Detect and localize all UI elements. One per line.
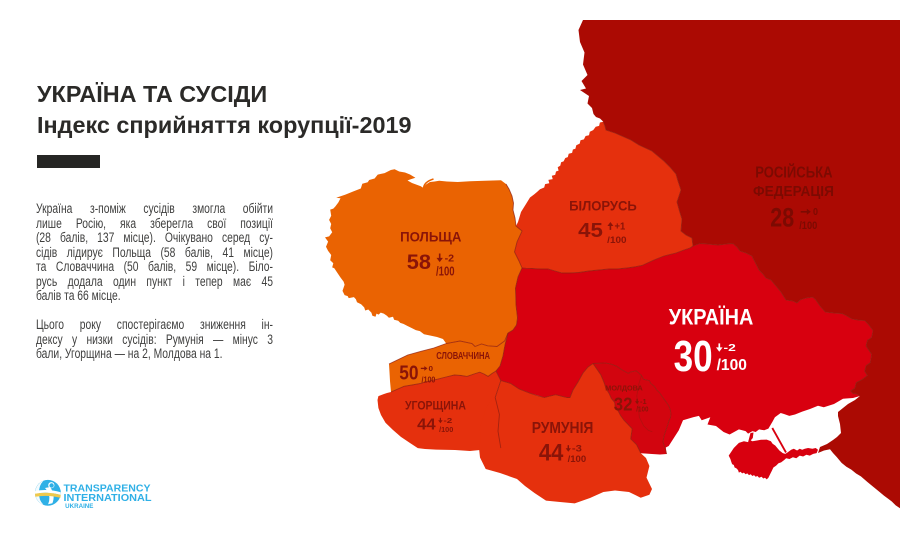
svg-text:28: 28 [770, 203, 794, 233]
svg-text:УГОРЩИНА: УГОРЩИНА [405, 398, 466, 412]
svg-text:+1: +1 [615, 222, 626, 233]
svg-text:45: 45 [578, 220, 603, 242]
svg-text:/100: /100 [636, 405, 648, 414]
svg-text:ФЕДЕРАЦІЯ: ФЕДЕРАЦІЯ [753, 184, 834, 200]
svg-text:58: 58 [407, 249, 431, 274]
svg-text:/100: /100 [607, 235, 626, 245]
svg-text:РОСІЙСЬКА: РОСІЙСЬКА [755, 163, 832, 182]
svg-text:-3: -3 [572, 444, 582, 454]
svg-text:50: 50 [399, 363, 418, 385]
svg-text:-2: -2 [444, 416, 453, 425]
svg-text:/100: /100 [439, 425, 453, 434]
svg-text:БІЛОРУСЬ: БІЛОРУСЬ [569, 199, 637, 215]
svg-text:УКРАЇНА: УКРАЇНА [669, 305, 754, 330]
svg-text:0: 0 [813, 207, 818, 218]
svg-text:32: 32 [614, 395, 633, 415]
svg-text:РУМУНІЯ: РУМУНІЯ [532, 420, 594, 437]
svg-text:-1: -1 [640, 397, 647, 406]
svg-text:/100: /100 [568, 454, 587, 465]
svg-text:TRANSPARENCY: TRANSPARENCY [64, 483, 151, 494]
svg-text:0: 0 [429, 364, 434, 373]
svg-text:30: 30 [674, 332, 713, 381]
svg-text:/100: /100 [799, 220, 817, 232]
svg-text:/100: /100 [436, 265, 455, 279]
svg-text:СЛОВАЧЧИНА: СЛОВАЧЧИНА [436, 351, 490, 362]
svg-text:МОЛДОВА: МОЛДОВА [605, 383, 643, 392]
svg-text:UKRAINE: UKRAINE [65, 503, 93, 510]
svg-text:-2: -2 [724, 342, 737, 354]
svg-text:/100: /100 [717, 357, 747, 374]
svg-text:44: 44 [539, 440, 563, 466]
svg-text:/100: /100 [422, 375, 436, 385]
svg-text:INTERNATIONAL: INTERNATIONAL [64, 493, 152, 504]
svg-text:ПОЛЬЩА: ПОЛЬЩА [400, 228, 461, 244]
svg-text:-2: -2 [445, 253, 455, 265]
svg-text:44: 44 [417, 417, 436, 434]
